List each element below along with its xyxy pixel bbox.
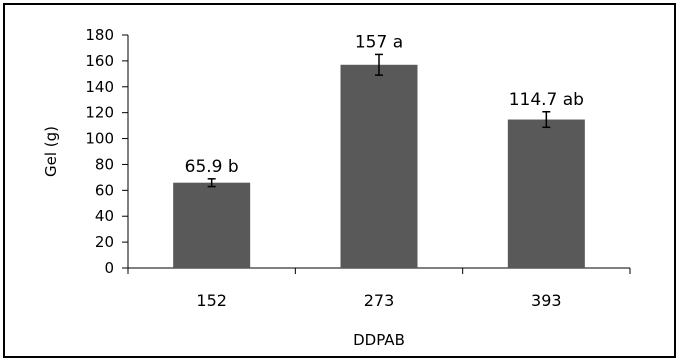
y-tick-label: 20 [95,233,114,251]
y-tick-label: 160 [85,52,114,70]
x-tick-label: 273 [364,291,395,310]
y-tick-label: 120 [85,104,114,122]
y-tick-label: 100 [85,130,114,148]
x-tick-label: 152 [196,291,227,310]
x-axis-label: DDPAB [353,331,405,349]
data-label: 157 a [355,32,403,52]
data-label: 114.7 ab [509,90,584,110]
bars-group: 65.9 b 152 157 a 273 114.7 ab 393 [173,32,585,310]
bar [340,64,418,269]
y-axis-ticks: 0 20 40 60 80 100 120 140 160 180 [85,26,631,277]
y-tick-label: 180 [85,26,114,44]
y-tick-label: 60 [95,181,114,199]
y-tick-label: 40 [95,207,114,225]
y-tick-label: 0 [104,259,114,277]
data-label: 65.9 b [185,157,239,177]
y-tick-label: 140 [85,78,114,96]
y-tick-label: 80 [95,155,114,173]
bar [507,119,585,268]
bar [173,182,251,268]
x-tick-label: 393 [531,291,562,310]
y-axis-label: Gel (g) [42,126,60,177]
